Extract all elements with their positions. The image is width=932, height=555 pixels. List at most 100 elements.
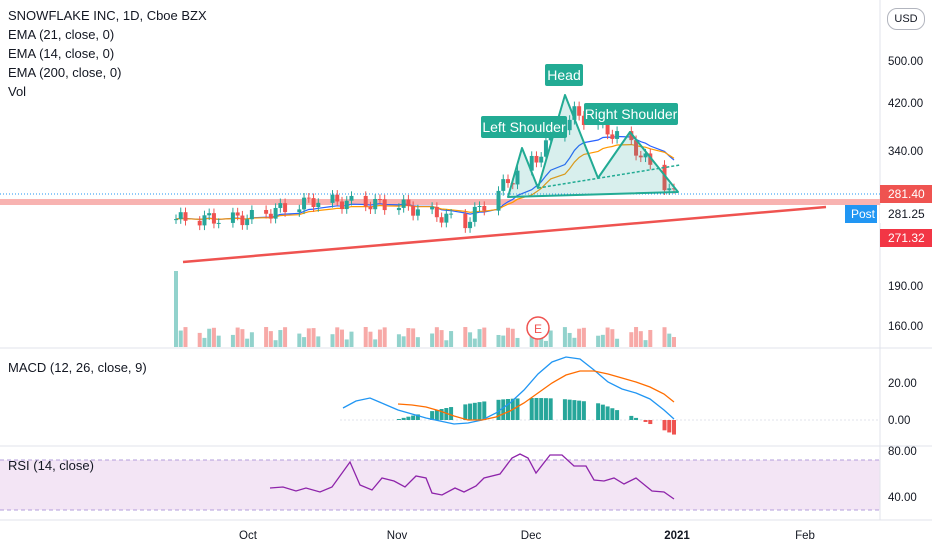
volume-bar [501,336,505,347]
volume-bar [615,339,619,347]
macd-histogram-bar [501,399,505,420]
candle-body [615,131,619,139]
candle-body [397,208,401,210]
candle-body [349,196,353,201]
time-label: Dec [521,530,542,542]
volume-bar [198,333,202,347]
macd-histogram-bar [506,399,510,420]
annotation-right-shoulder-text: Right Shoulder [585,106,678,122]
volume-bar [449,331,453,347]
annotation-left-shoulder[interactable]: Left Shoulder [481,116,567,138]
post-market-tag: Post 281.25 [845,205,932,223]
candle-body [577,106,581,116]
macd-histogram-bar [601,405,605,420]
macd-histogram-bar [406,417,410,420]
volume-bar [582,328,586,347]
candle-body [497,191,501,211]
support-zone [0,199,880,205]
candle-body [198,221,202,226]
volume-bar [601,335,605,347]
candle-body [440,217,444,222]
macd-tick: 0.00 [888,415,910,427]
post-label: Post [851,207,876,221]
price-tick: 160.00 [888,321,923,333]
candle-body [463,214,467,228]
volume-bar [207,329,211,347]
volume-bar [402,336,406,347]
candle-body [444,214,448,223]
macd-tick: 20.00 [888,378,917,390]
candle-body [345,201,349,209]
volume-bar [183,327,187,347]
candle-body [179,212,183,219]
volume-bar [606,328,610,347]
macd-histogram-bar [582,401,586,420]
volume-bar [368,332,372,347]
macd-histogram-bar [667,420,671,432]
last-price-text: 281.40 [888,187,925,201]
macd-histogram-bar [568,400,572,420]
macd-histogram-bar [629,416,633,420]
candle-body [506,179,510,183]
currency-button[interactable]: USD [887,8,925,30]
candle-body [610,134,614,139]
volume-bars [174,271,676,347]
macd-histogram-bar [544,398,548,420]
candle-body [174,219,178,220]
volume-bar [179,331,183,347]
price-tick: 420.00 [888,98,923,110]
volume-bar [497,335,501,347]
volume-bar [174,271,178,347]
macd-histogram-bar [468,404,472,420]
candle-body [250,210,254,219]
volume-bar [663,327,667,347]
candle-body [539,157,543,163]
macd-histogram-bar [397,419,401,420]
candle-body [202,215,206,225]
volume-bar [478,329,482,347]
indicator-volume[interactable]: Vol [8,82,207,101]
macd-label[interactable]: MACD (12, 26, close, 9) [8,360,147,375]
volume-bar [515,338,519,347]
annotation-right-shoulder[interactable]: Right Shoulder [584,103,678,125]
time-label: 2021 [664,530,690,542]
volume-bar [264,327,268,347]
macd-histogram-bar [534,398,538,420]
macd-histogram-bar [610,408,614,420]
annotation-head[interactable]: Head [545,64,583,86]
macd-histogram-bar [539,398,543,420]
rsi-band [0,460,880,510]
macd-histogram-bar [402,418,406,420]
volume-bar [411,328,415,347]
earnings-marker-text: E [534,322,542,336]
candle-body [245,219,249,225]
symbol-title[interactable]: SNOWFLAKE INC, 1D, Cboe BZX [8,6,207,25]
volume-bar [240,329,244,347]
volume-bar [563,327,567,347]
macd-histogram-bar [482,401,486,420]
indicator-ema-21[interactable]: EMA (21, close, 0) [8,25,207,44]
annotation-left-shoulder-text: Left Shoulder [482,119,566,135]
volume-bar [316,336,320,347]
rsi-label[interactable]: RSI (14, close) [8,458,94,473]
price-tick: 500.00 [888,56,923,68]
macd-histogram-bar [549,398,553,420]
volume-bar [644,340,648,347]
macd-histogram-bar [449,407,453,420]
candle-body [340,201,344,209]
candle-body [307,198,311,199]
indicator-ema-14[interactable]: EMA (14, close, 0) [8,44,207,63]
macd-histogram-bar [463,404,467,420]
volume-bar [283,327,287,347]
time-label: Nov [387,530,408,542]
indicator-ema-200[interactable]: EMA (200, close, 0) [8,63,207,82]
earnings-marker[interactable]: E [527,317,549,339]
candle-body [183,212,187,221]
candle-body [297,209,301,212]
volume-bar [378,330,382,347]
candle-body [368,206,372,209]
macd-histogram-bar [530,398,534,420]
candle-body [335,195,339,202]
volume-bar [269,331,273,347]
macd-histogram-bar [473,403,477,420]
